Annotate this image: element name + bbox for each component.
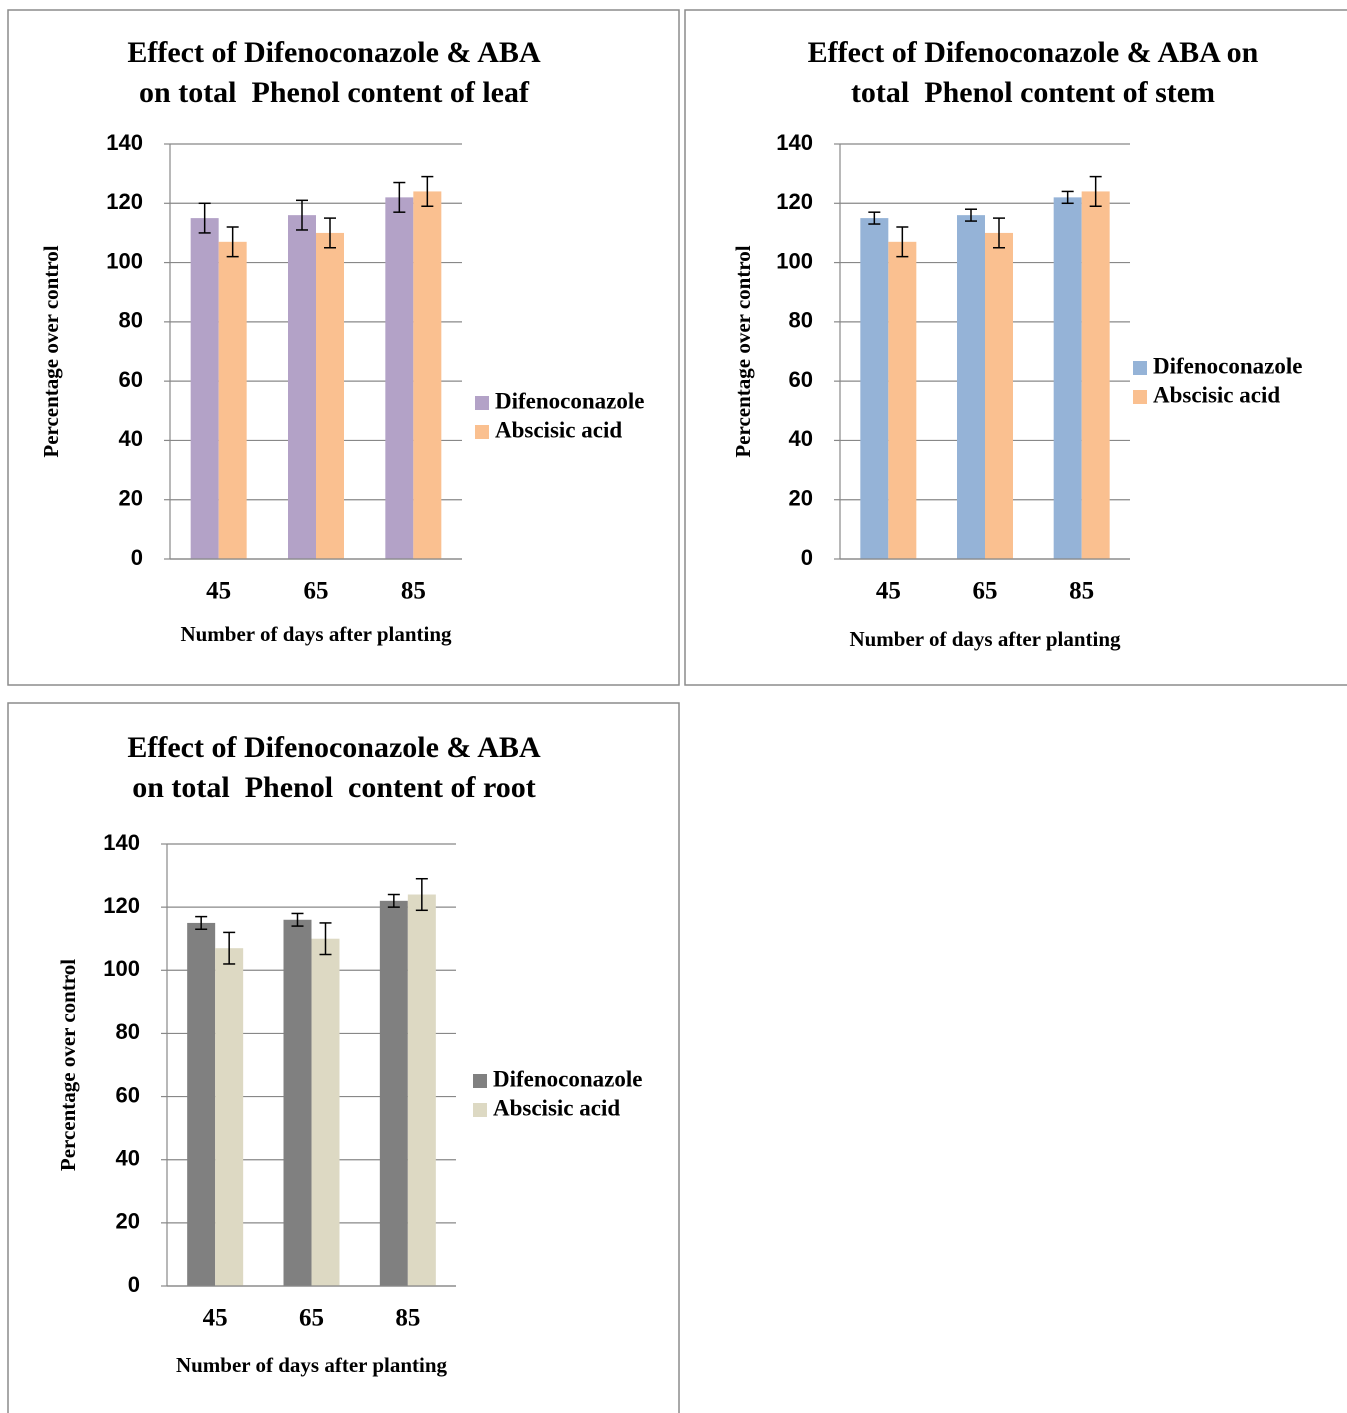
y-tick-label: 100: [103, 956, 140, 981]
x-tick-label: 45: [876, 578, 901, 605]
y-axis-label: Percentage over control: [56, 959, 80, 1171]
bar: [190, 218, 219, 559]
chart-title: Effect of Difenoconazole & ABA: [127, 36, 541, 69]
legend-swatch: [1133, 361, 1147, 375]
error-bar: [223, 931, 236, 965]
chart-border: [7, 9, 680, 686]
legend-swatch: [1133, 390, 1147, 404]
y-axis-label: Percentage over control: [39, 245, 63, 457]
chart-title: Effect of Difenoconazole & ABA: [127, 731, 541, 764]
error-bar: [421, 175, 434, 207]
error-bar: [393, 181, 406, 213]
bar: [218, 241, 247, 560]
x-tick-label: 85: [401, 578, 426, 605]
y-tick-label: 100: [776, 248, 813, 273]
chart-title: total Phenol content of stem: [851, 76, 1215, 109]
error-bar: [993, 217, 1005, 249]
bar: [860, 218, 889, 559]
legend-label: Abscisic acid: [493, 1095, 620, 1120]
bar: [288, 215, 316, 559]
legend-label: Difenoconazole: [495, 388, 644, 413]
y-tick-label: 100: [106, 248, 143, 273]
y-tick-label: 40: [119, 426, 143, 451]
bar: [187, 922, 216, 1286]
y-tick-label: 20: [116, 1209, 140, 1234]
x-axis-label: Number of days after planting: [849, 627, 1121, 651]
legend-label: Abscisic acid: [1153, 382, 1280, 407]
y-tick-label: 80: [116, 1019, 140, 1044]
y-tick-label: 0: [801, 545, 813, 570]
y-tick-label: 140: [106, 130, 143, 155]
bar: [311, 938, 340, 1286]
error-bar: [324, 217, 336, 249]
legend-label: Difenoconazole: [1153, 353, 1302, 378]
error-bar: [195, 915, 208, 930]
y-tick-label: 120: [106, 189, 143, 214]
y-tick-label: 80: [119, 308, 143, 333]
y-tick-label: 40: [789, 426, 813, 451]
error-bar: [896, 226, 909, 258]
bar: [985, 232, 1013, 559]
error-bar: [415, 877, 428, 912]
y-tick-label: 20: [119, 486, 143, 511]
x-axis-label: Number of days after planting: [180, 622, 452, 646]
x-tick-label: 45: [206, 578, 231, 605]
bar: [379, 900, 408, 1286]
bar: [1053, 197, 1082, 559]
bar: [888, 241, 917, 560]
bar: [1081, 191, 1110, 559]
legend-swatch: [475, 425, 489, 439]
legend-swatch: [473, 1103, 487, 1117]
error-bar: [868, 211, 881, 225]
bar: [407, 894, 436, 1286]
chart-title: on total Phenol content of leaf: [139, 76, 530, 109]
error-bar: [1089, 175, 1102, 207]
bar: [957, 215, 985, 559]
legend-swatch: [473, 1074, 487, 1088]
y-tick-label: 0: [131, 545, 143, 570]
legend-label: Abscisic acid: [495, 417, 622, 442]
error-bar: [296, 199, 308, 231]
error-bar: [291, 912, 304, 927]
y-tick-label: 140: [103, 830, 140, 855]
x-tick-label: 65: [299, 1305, 324, 1332]
x-tick-label: 65: [304, 578, 329, 605]
error-bar: [319, 922, 332, 956]
y-tick-label: 60: [116, 1082, 140, 1107]
y-tick-label: 0: [128, 1272, 140, 1297]
chart-border: [7, 702, 680, 1413]
bar: [316, 232, 344, 559]
bar: [385, 197, 414, 559]
y-tick-label: 40: [116, 1146, 140, 1171]
y-axis-label: Percentage over control: [731, 245, 755, 457]
bar: [283, 919, 312, 1286]
error-bar: [1061, 190, 1074, 205]
y-tick-label: 20: [789, 486, 813, 511]
bar: [215, 948, 244, 1286]
y-tick-label: 120: [776, 189, 813, 214]
x-tick-label: 85: [1069, 578, 1094, 605]
y-tick-label: 120: [103, 893, 140, 918]
y-tick-label: 80: [789, 308, 813, 333]
x-axis-label: Number of days after planting: [176, 1353, 448, 1377]
y-tick-label: 60: [789, 367, 813, 392]
chart-border: [684, 9, 1347, 686]
error-bar: [387, 893, 400, 908]
chart-title: Effect of Difenoconazole & ABA on: [808, 36, 1259, 69]
bar: [413, 191, 442, 559]
y-tick-label: 60: [119, 367, 143, 392]
x-tick-label: 45: [203, 1305, 228, 1332]
chart-title: on total Phenol content of root: [132, 771, 536, 804]
error-bar: [965, 208, 977, 222]
error-bar: [198, 202, 211, 234]
x-tick-label: 65: [973, 578, 998, 605]
error-bar: [226, 226, 239, 258]
legend-label: Difenoconazole: [493, 1066, 642, 1091]
y-tick-label: 140: [776, 130, 813, 155]
legend-swatch: [475, 396, 489, 410]
x-tick-label: 85: [395, 1305, 420, 1332]
